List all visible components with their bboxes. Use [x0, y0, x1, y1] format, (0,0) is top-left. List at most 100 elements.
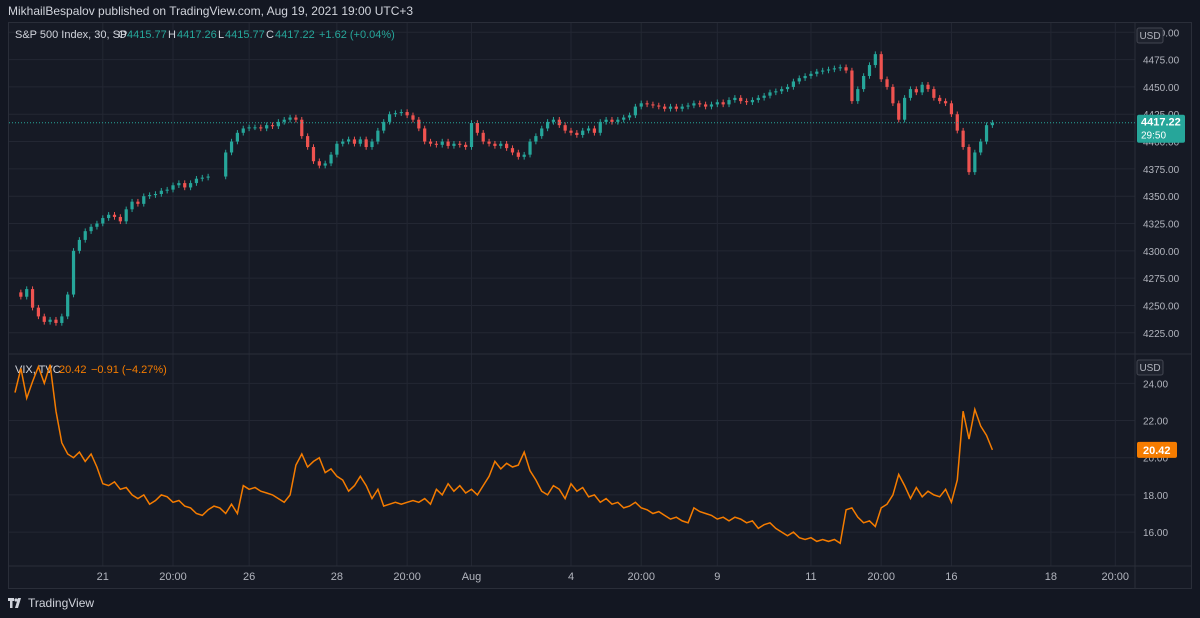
candle-body — [873, 54, 877, 66]
price-candle — [540, 125, 544, 139]
price-candle — [434, 141, 438, 148]
time-tick-label: 20:00 — [159, 571, 187, 583]
candle-body — [171, 185, 175, 190]
candle-body — [762, 95, 766, 98]
candle-body — [434, 143, 438, 145]
bar-countdown: 29:50 — [1141, 131, 1166, 142]
price-tick-label: 4400.00 — [1143, 138, 1180, 149]
time-tick-label: 16 — [945, 571, 957, 583]
candle-body — [54, 319, 58, 323]
price-candle — [744, 98, 749, 105]
price-candle — [639, 100, 643, 110]
price-candle — [83, 228, 87, 243]
candle-body — [464, 144, 468, 148]
candle-body — [235, 132, 240, 142]
footer: TradingView — [0, 589, 1200, 618]
candle-body — [458, 143, 462, 145]
candle-body — [598, 121, 602, 133]
price-candle — [270, 122, 275, 129]
candle-body — [194, 178, 199, 184]
publish-info: MikhailBespalov published on TradingView… — [8, 4, 414, 18]
candle-body — [36, 307, 41, 317]
candle-body — [341, 141, 345, 144]
price-candle — [165, 186, 169, 194]
price-candle — [370, 138, 374, 150]
candle-body — [914, 89, 918, 93]
price-candle — [932, 86, 936, 101]
price-candle — [663, 103, 667, 112]
price-candle — [908, 86, 913, 101]
price-candle — [668, 103, 673, 112]
price-candle — [943, 98, 948, 107]
price-candle — [563, 122, 567, 134]
price-candle — [586, 125, 591, 134]
candle-body — [364, 139, 368, 148]
price-candle — [317, 158, 321, 169]
chart-container[interactable]: S&P 500 Index, 30, SP O 4415.77 H 4417.2… — [8, 22, 1192, 589]
tradingview-logo[interactable]: TradingView — [8, 596, 94, 610]
candle-body — [680, 106, 684, 109]
price-candle — [949, 100, 954, 117]
candle-body — [229, 141, 234, 153]
candle-body — [674, 106, 678, 109]
candle-body — [604, 119, 608, 122]
candle-body — [387, 114, 392, 122]
vix-value: 20.42 — [59, 364, 87, 376]
price-candle — [118, 214, 122, 225]
price-candle — [616, 116, 620, 125]
price-legend: S&P 500 Index, 30, SP O 4415.77 H 4417.2… — [15, 29, 395, 41]
price-candle — [411, 112, 415, 123]
price-candle — [200, 174, 204, 182]
price-candle — [768, 89, 772, 99]
price-candle — [440, 138, 444, 148]
candle-body — [592, 128, 597, 133]
candle-body — [475, 122, 479, 133]
price-candle — [107, 212, 111, 221]
candle-body — [107, 214, 111, 219]
price-candle — [938, 95, 942, 104]
price-candle — [534, 133, 538, 145]
candle-body — [633, 106, 637, 116]
candle-body — [370, 141, 374, 148]
candle-body — [481, 132, 485, 142]
price-currency-badge[interactable]: USD — [1136, 27, 1164, 44]
candle-body — [101, 218, 105, 224]
price-candle — [891, 84, 895, 107]
price-candle — [66, 291, 70, 320]
candle-body — [891, 86, 895, 104]
tradingview-icon — [8, 598, 21, 608]
price-candle — [30, 286, 35, 311]
price-tick-label: 4275.00 — [1143, 274, 1180, 285]
price-candle — [727, 97, 731, 108]
price-candle — [341, 138, 345, 147]
candle-body — [276, 121, 280, 127]
candle-body — [862, 75, 866, 90]
price-candle — [914, 86, 918, 96]
price-candle — [300, 116, 304, 139]
candle-body — [42, 316, 46, 322]
time-tick-label: 20:00 — [627, 571, 655, 583]
price-candle — [247, 124, 251, 132]
candle-body — [979, 141, 983, 153]
candle-body — [118, 216, 122, 222]
price-candle — [241, 125, 245, 136]
candle-body — [973, 152, 977, 173]
price-candle — [153, 191, 158, 198]
candle-body — [803, 75, 807, 79]
candle-body — [148, 195, 152, 197]
price-candle — [873, 51, 877, 68]
chart-canvas[interactable]: S&P 500 Index, 30, SP O 4415.77 H 4417.2… — [9, 23, 1191, 588]
price-candle — [627, 112, 632, 121]
candle-body — [423, 128, 427, 142]
price-candle — [780, 86, 784, 95]
price-candle — [329, 151, 333, 167]
candle-body — [253, 127, 257, 129]
candle-body — [563, 125, 567, 131]
candle-body — [744, 101, 749, 103]
price-candle — [581, 127, 585, 138]
vix-currency-badge[interactable]: USD — [1136, 359, 1164, 376]
price-candle — [235, 130, 240, 145]
candle-body — [282, 119, 286, 122]
price-candle — [42, 313, 46, 325]
price-candle — [159, 188, 163, 197]
